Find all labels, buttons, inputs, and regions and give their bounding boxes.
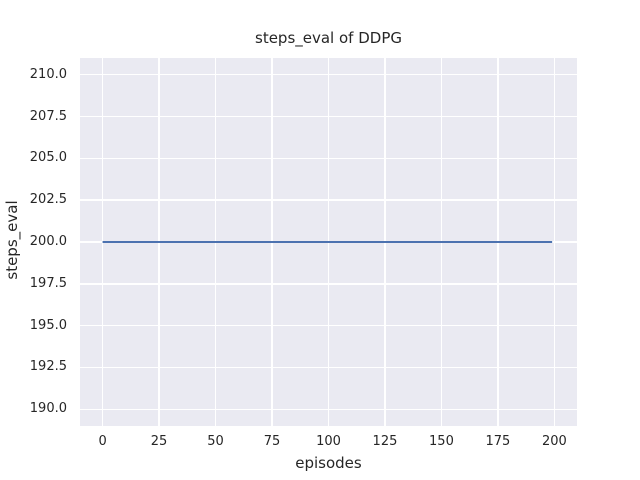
y-tick-label: 195.0 [29, 317, 67, 333]
x-tick-label: 200 [541, 434, 567, 449]
x-tick-label: 25 [150, 434, 168, 449]
chart-title: steps_eval of DDPG [255, 29, 402, 47]
x-tick-label: 100 [316, 434, 341, 449]
y-gridline [80, 366, 577, 369]
y-gridline [80, 74, 577, 76]
x-tick-label: 75 [263, 434, 281, 449]
x-tick-label: 0 [98, 434, 107, 449]
x-tick-label: 150 [429, 434, 454, 449]
y-tick-label: 200.0 [29, 234, 67, 249]
y-gridline [80, 157, 577, 160]
y-gridline [80, 408, 577, 410]
x-tick-label: 175 [485, 434, 511, 449]
y-tick-label: 190.0 [29, 401, 67, 417]
y-tick-label: 205.0 [29, 150, 67, 166]
y-tick-label: 210.0 [29, 66, 67, 82]
plot-area [80, 58, 577, 426]
x-tick-label: 50 [207, 434, 224, 449]
y-tick-label: 207.5 [29, 108, 67, 124]
y-gridline [80, 324, 577, 327]
x-tick-label: 125 [372, 434, 398, 449]
y-tick-label: 197.5 [29, 275, 67, 291]
x-axis-label: episodes [295, 454, 362, 472]
data-line-svg [102, 241, 553, 243]
y-gridline [80, 199, 577, 201]
y-gridline [80, 283, 577, 285]
y-tick-label: 202.5 [29, 192, 67, 208]
y-tick-label: 192.5 [29, 359, 67, 375]
y-gridline [80, 115, 577, 118]
